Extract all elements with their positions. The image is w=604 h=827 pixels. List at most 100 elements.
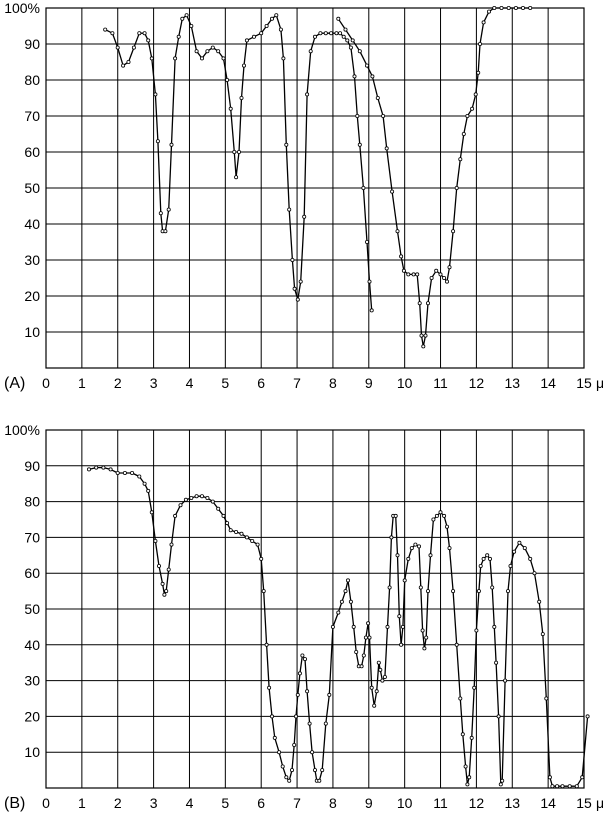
data-point — [244, 38, 249, 43]
x-tick-label: 4 — [186, 375, 194, 391]
data-point — [210, 499, 215, 504]
data-point — [221, 513, 226, 518]
data-point — [300, 653, 305, 658]
data-point — [259, 31, 264, 36]
data-point — [555, 784, 560, 789]
data-point — [239, 96, 244, 101]
data-point — [585, 714, 590, 719]
data-point — [264, 642, 269, 647]
data-point — [137, 474, 142, 479]
data-point — [369, 308, 374, 313]
data-point — [345, 38, 350, 43]
data-point — [327, 692, 332, 697]
data-point — [312, 768, 317, 773]
x-unit-label: μ — [596, 375, 604, 391]
data-point — [149, 56, 154, 61]
data-point — [255, 542, 260, 547]
data-point — [478, 564, 483, 569]
data-point — [292, 286, 297, 291]
data-point — [269, 16, 274, 21]
x-tick-label: 8 — [329, 795, 337, 811]
y-tick-label: 40 — [24, 216, 40, 232]
x-tick-label: 12 — [469, 375, 485, 391]
data-point — [415, 272, 420, 277]
data-point — [421, 344, 426, 349]
data-point — [272, 735, 277, 740]
data-point — [156, 564, 161, 569]
series-1 — [103, 13, 374, 313]
x-tick-label: 1 — [78, 375, 86, 391]
data-point — [189, 495, 194, 500]
data-point — [280, 764, 285, 769]
data-point — [381, 114, 386, 119]
data-point — [310, 750, 315, 755]
data-point — [348, 45, 353, 50]
data-point — [400, 624, 405, 629]
data-point — [372, 703, 377, 708]
data-point — [155, 139, 160, 144]
data-point — [103, 27, 108, 32]
data-point — [295, 297, 300, 302]
data-point — [465, 782, 470, 787]
data-point — [472, 685, 477, 690]
x-tick-label: 14 — [540, 795, 556, 811]
data-point — [424, 635, 429, 640]
data-point — [290, 257, 295, 262]
y-tick-label: 20 — [24, 288, 40, 304]
data-point — [194, 49, 199, 54]
x-tick-label: 3 — [150, 375, 158, 391]
data-point — [378, 667, 383, 672]
data-point — [343, 27, 348, 32]
data-point — [409, 546, 414, 551]
data-point — [521, 6, 526, 11]
data-point — [166, 567, 171, 572]
y-tick-label: 50 — [24, 601, 40, 617]
data-point — [444, 524, 449, 529]
data-point — [277, 750, 282, 755]
x-tick-label: 15 — [576, 795, 592, 811]
data-point — [463, 764, 468, 769]
data-point — [336, 16, 341, 21]
data-point — [384, 146, 389, 151]
data-point — [364, 63, 369, 68]
data-point — [317, 778, 322, 783]
data-point — [166, 207, 171, 212]
data-point — [293, 714, 298, 719]
data-point — [500, 778, 505, 783]
data-point — [169, 542, 174, 547]
x-tick-label: 7 — [293, 795, 301, 811]
x-tick-label: 2 — [114, 375, 122, 391]
data-point — [416, 544, 421, 549]
y-tick-label: 70 — [24, 529, 40, 545]
data-point — [137, 31, 142, 36]
data-point — [348, 599, 353, 604]
data-point — [438, 510, 443, 515]
data-point — [180, 16, 185, 21]
data-point — [418, 585, 423, 590]
data-point — [329, 31, 334, 36]
x-tick-label: 6 — [257, 795, 265, 811]
data-point — [382, 675, 387, 680]
series-line — [337, 7, 531, 348]
data-point — [460, 732, 465, 737]
data-point — [173, 513, 178, 518]
data-point — [528, 556, 533, 561]
y-tick-label: 80 — [24, 72, 40, 88]
data-point — [101, 465, 106, 470]
data-point — [580, 775, 585, 780]
data-point — [451, 589, 456, 594]
x-tick-label: 5 — [221, 375, 229, 391]
data-point — [312, 34, 317, 39]
data-point — [375, 96, 380, 101]
x-tick-label: 15 — [576, 375, 592, 391]
data-point — [485, 553, 490, 558]
data-point — [115, 45, 120, 50]
data-point — [228, 528, 233, 533]
data-point — [269, 714, 274, 719]
data-point — [176, 34, 181, 39]
data-point — [385, 624, 390, 629]
data-point — [142, 481, 147, 486]
data-point — [225, 521, 230, 526]
data-point — [115, 470, 120, 475]
